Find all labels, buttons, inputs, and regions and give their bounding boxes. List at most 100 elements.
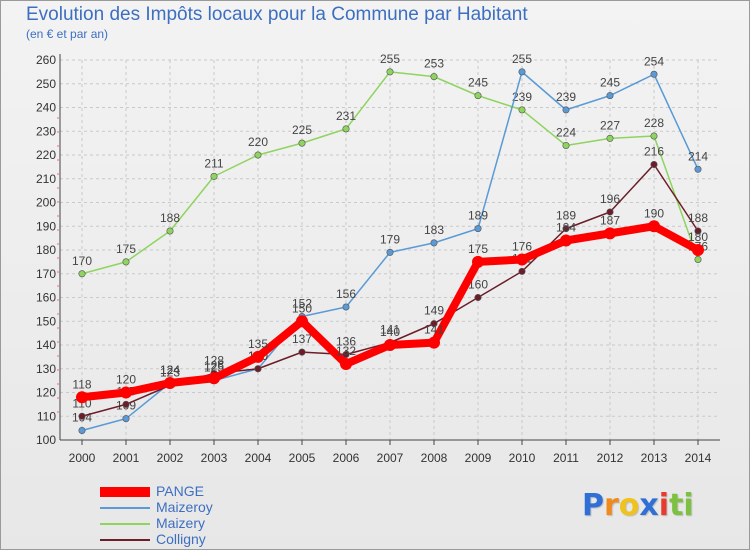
data-label-maizeroy: 124 — [160, 363, 180, 377]
y-tick-label: 160 — [36, 291, 56, 305]
legend-label: Colligny — [156, 531, 206, 547]
y-tick-label: 240 — [36, 101, 56, 115]
data-label-pange: 175 — [468, 242, 488, 256]
data-point-pange — [384, 339, 396, 351]
data-label-pange: 150 — [292, 301, 312, 315]
y-tick-label: 200 — [36, 196, 56, 210]
data-label-pange: 124 — [160, 363, 180, 377]
data-label-maizery: 255 — [380, 52, 400, 66]
data-label-maizery: 225 — [292, 123, 312, 137]
data-label-colligny: 123 — [160, 365, 180, 379]
data-label-maizery: 170 — [72, 254, 92, 268]
data-label-maizeroy: 239 — [556, 90, 576, 104]
data-label-maizeroy: 183 — [424, 223, 444, 237]
data-point-maizeroy — [474, 225, 482, 233]
data-point-colligny — [342, 350, 350, 358]
data-label-colligny: 189 — [556, 209, 576, 223]
data-point-maizery — [78, 270, 86, 278]
data-point-maizery — [298, 139, 306, 147]
data-point-maizeroy — [562, 106, 570, 114]
data-point-pange — [120, 386, 132, 399]
x-tick-label: 2012 — [597, 451, 624, 465]
data-point-maizeroy — [386, 248, 394, 256]
data-point-pange — [252, 350, 264, 363]
data-point-colligny — [122, 400, 130, 408]
x-tick-label: 2005 — [289, 451, 316, 465]
y-tick-label: 120 — [36, 386, 56, 400]
y-tick-label: 150 — [36, 314, 56, 328]
data-point-maizery — [210, 172, 218, 180]
data-label-pange: 176 — [512, 240, 532, 254]
x-tick-label: 2009 — [465, 451, 492, 465]
data-point-maizeroy — [122, 415, 130, 423]
legend-label: PANGE — [156, 483, 204, 499]
y-tick-label: 190 — [36, 219, 56, 233]
data-label-pange: 120 — [116, 373, 136, 387]
logo-letter: i — [658, 488, 670, 523]
data-point-pange — [208, 372, 220, 385]
x-tick-label: 2003 — [201, 451, 228, 465]
data-label-maizeroy: 156 — [336, 287, 356, 301]
logo-letter: r — [604, 488, 619, 523]
data-label-maizeroy: 245 — [600, 76, 620, 90]
data-label-colligny: 141 — [380, 323, 400, 337]
data-label-maizeroy: 189 — [468, 209, 488, 223]
data-label-maizery: 228 — [644, 116, 664, 130]
data-label-pange: 184 — [556, 221, 576, 235]
data-label-colligny: 196 — [600, 192, 620, 206]
legend-swatch — [100, 523, 150, 525]
data-label-pange: 140 — [380, 325, 400, 339]
data-label-maizery: 231 — [336, 109, 356, 123]
data-point-colligny — [606, 208, 614, 216]
data-point-colligny — [562, 225, 570, 233]
data-point-pange — [692, 244, 704, 256]
x-tick-label: 2011 — [553, 451, 579, 465]
data-label-pange: 141 — [424, 323, 444, 337]
data-point-pange — [428, 336, 440, 349]
data-point-maizeroy — [694, 165, 702, 173]
data-point-maizeroy — [606, 92, 614, 100]
data-label-pange: 126 — [204, 358, 224, 372]
data-point-pange — [76, 391, 88, 404]
x-tick-label: 2010 — [509, 451, 536, 465]
data-label-maizeroy: 125 — [204, 361, 224, 375]
data-label-colligny: 188 — [688, 211, 708, 225]
data-point-maizeroy — [342, 303, 350, 311]
data-point-pange — [340, 358, 352, 370]
x-tick-label: 2000 — [69, 451, 96, 465]
data-point-maizeroy — [518, 68, 526, 76]
data-point-colligny — [430, 320, 438, 328]
data-point-pange — [164, 377, 176, 389]
chart-subtitle: (en € et par an) — [26, 27, 109, 41]
logo-letter: x — [639, 488, 659, 523]
data-label-maizeroy: 254 — [644, 54, 664, 68]
legend-label: Maizeroy — [156, 499, 213, 515]
data-label-maizery: 245 — [468, 76, 488, 90]
logo-letter: P — [582, 488, 604, 523]
y-tick-label: 130 — [36, 362, 56, 376]
data-label-maizery: 188 — [160, 211, 180, 225]
x-tick-label: 2014 — [685, 451, 712, 465]
data-label-pange: 180 — [688, 230, 708, 244]
data-point-maizery — [518, 106, 526, 114]
data-point-colligny — [518, 267, 526, 275]
x-tick-label: 2004 — [245, 451, 272, 465]
x-tick-label: 2008 — [421, 451, 448, 465]
data-point-colligny — [78, 412, 86, 420]
data-label-maizery: 239 — [512, 90, 532, 104]
legend-swatch — [100, 507, 150, 509]
data-label-pange: 132 — [336, 344, 356, 358]
data-label-maizeroy: 152 — [292, 297, 312, 311]
data-point-maizery — [474, 92, 482, 100]
chart-title: Evolution des Impôts locaux pour la Comm… — [26, 4, 528, 25]
data-point-pange — [516, 253, 528, 266]
data-point-pange — [648, 220, 660, 233]
x-tick-label: 2001 — [113, 451, 140, 465]
data-point-maizery — [694, 255, 702, 263]
data-point-maizeroy — [430, 239, 438, 247]
logo-letter: i — [683, 488, 694, 523]
data-point-colligny — [474, 293, 482, 301]
data-label-colligny: 160 — [468, 278, 488, 292]
y-tick-label: 170 — [36, 267, 56, 281]
data-point-maizery — [254, 151, 262, 159]
